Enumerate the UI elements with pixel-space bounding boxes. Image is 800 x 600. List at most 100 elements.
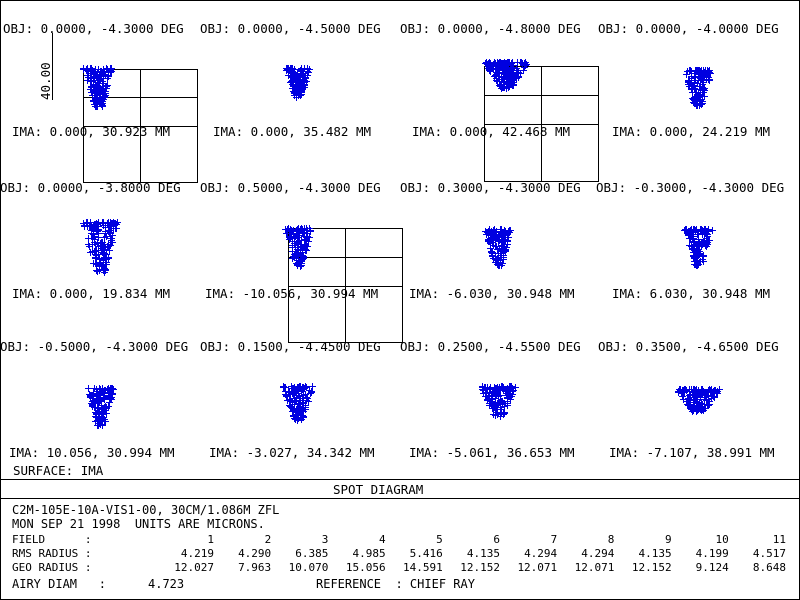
spot-cluster-5 <box>80 219 121 276</box>
field-10-ima: IMA: -3.027, 34.342 MM <box>209 445 375 460</box>
field-1-obj: OBJ: 0.0000, -4.3000 DEG <box>3 21 184 36</box>
geo-value: 15.056 <box>345 561 386 574</box>
field-number: 5 <box>436 533 443 546</box>
field-12-obj: OBJ: 0.3500, -4.6500 DEG <box>598 339 779 354</box>
field-number: 8 <box>607 533 615 546</box>
field-number: 6 <box>493 533 500 546</box>
grid-box-3 <box>288 228 403 343</box>
geo-value: 12.027 <box>174 561 214 574</box>
rms-value: 4.985 <box>352 547 386 560</box>
field-11-ima: IMA: -5.061, 36.653 MM <box>409 445 575 460</box>
rms-value: 4.294 <box>524 547 558 560</box>
rms-row-label: RMS RADIUS : <box>12 547 92 560</box>
geo-value: 14.591 <box>403 561 443 574</box>
spot-cluster-10 <box>280 383 316 424</box>
reference-label: REFERENCE : CHIEF RAY <box>316 577 475 591</box>
field-number: 2 <box>264 533 272 546</box>
field-9-ima: IMA: 10.056, 30.994 MM <box>9 445 175 460</box>
geo-value: 7.963 <box>238 561 272 574</box>
field-number: 12 <box>787 534 800 546</box>
spot-cluster-11 <box>479 383 519 420</box>
ray-marks <box>80 65 115 110</box>
info-line-2: MON SEP 21 1998 UNITS ARE MICRONS. <box>12 517 265 531</box>
ray-marks <box>683 67 714 109</box>
geo-value: 12.071 <box>517 561 558 574</box>
rms-value: 4.135 <box>466 547 500 560</box>
field-5-obj: OBJ: 0.0000, -3.8000 DEG <box>0 180 181 195</box>
field-11-obj: OBJ: 0.2500, -4.5500 DEG <box>400 339 581 354</box>
geo-value: 10.070 <box>288 561 329 574</box>
field-6-obj: OBJ: 0.5000, -4.3000 DEG <box>200 180 381 195</box>
field-8-ima: IMA: 6.030, 30.948 MM <box>612 286 770 301</box>
field-number: 3 <box>321 533 329 546</box>
surface-label: SURFACE: IMA <box>13 463 104 478</box>
ray-marks <box>283 65 313 101</box>
ray-marks <box>85 385 117 429</box>
field-4-obj: OBJ: 0.0000, -4.0000 DEG <box>598 21 779 36</box>
spot-cluster-9 <box>85 385 117 429</box>
field-number: 7 <box>550 533 558 546</box>
diagram-title: SPOT DIAGRAM <box>333 482 423 497</box>
field-number: 9 <box>664 533 672 546</box>
field-12-ima: IMA: -7.107, 38.991 MM <box>609 445 775 460</box>
field-number: 11 <box>772 533 786 546</box>
field-row-label: FIELD : <box>12 533 92 546</box>
rms-value: 4.294 <box>581 547 615 560</box>
rms-value: 5.416 <box>409 547 443 560</box>
spot-cluster-4 <box>683 67 714 109</box>
spot-cluster-6 <box>282 225 314 270</box>
field-2-ima: IMA: 0.000, 35.482 MM <box>213 124 371 139</box>
info-block: C2M-105E-10A-VIS1-00, 30CM/1.086M ZFL MO… <box>0 480 800 600</box>
field-10-obj: OBJ: 0.1500, -4.4500 DEG <box>200 339 381 354</box>
spot-cluster-12 <box>675 386 723 415</box>
airy-label: AIRY DIAM : <box>12 577 106 591</box>
ray-marks <box>280 383 316 424</box>
ray-marks <box>482 59 530 92</box>
field-8-obj: OBJ: -0.3000, -4.3000 DEG <box>596 180 784 195</box>
airy-value: 4.723 <box>148 577 185 591</box>
geo-value: 9.124 <box>695 561 729 574</box>
rms-value: 4.199 <box>695 547 729 560</box>
spot-cluster-2 <box>283 65 313 101</box>
ray-marks <box>282 225 314 270</box>
ray-marks <box>482 226 514 269</box>
info-line-1: C2M-105E-10A-VIS1-00, 30CM/1.086M ZFL <box>12 503 280 517</box>
rms-value: 4.517 <box>752 547 786 560</box>
field-number: 10 <box>715 533 729 546</box>
spot-cluster-8 <box>681 226 716 269</box>
rms-value: 4.977 <box>787 548 800 560</box>
rms-value: 4.290 <box>238 547 272 560</box>
field-number: 1 <box>207 533 214 546</box>
field-3-ima: IMA: 0.000, 42.468 MM <box>412 124 570 139</box>
grid-box-2 <box>484 66 599 182</box>
ray-marks <box>479 383 519 420</box>
field-7-obj: OBJ: 0.3000, -4.3000 DEG <box>400 180 581 195</box>
field-5-ima: IMA: 0.000, 19.834 MM <box>12 286 170 301</box>
spot-cluster-7 <box>482 226 514 269</box>
field-6-ima: IMA: -10.056, 30.994 MM <box>205 286 378 301</box>
geo-value: 12.152 <box>460 561 500 574</box>
spot-clusters <box>80 59 723 429</box>
ray-marks <box>681 226 716 269</box>
ray-marks <box>80 219 121 276</box>
field-4-ima: IMA: 0.000, 24.219 MM <box>612 124 770 139</box>
spot-cluster-3 <box>482 59 530 92</box>
spot-cluster-1 <box>80 65 115 110</box>
scale-label: 40.00 <box>38 62 53 100</box>
geo-value: 8.648 <box>752 561 786 574</box>
rms-value: 6.385 <box>295 547 329 560</box>
field-9-obj: OBJ: -0.5000, -4.3000 DEG <box>0 339 188 354</box>
geo-value: 12.071 <box>574 561 615 574</box>
ray-marks <box>675 386 723 415</box>
field-1-ima: IMA: 0.000, 30.923 MM <box>12 124 170 139</box>
field-3-obj: OBJ: 0.0000, -4.8000 DEG <box>400 21 581 36</box>
rms-value: 4.219 <box>180 547 214 560</box>
geo-value: 12.152 <box>631 561 672 574</box>
geo-value: 9.966 <box>787 562 800 574</box>
field-number: 4 <box>378 533 386 546</box>
field-2-obj: OBJ: 0.0000, -4.5000 DEG <box>200 21 381 36</box>
rms-value: 4.135 <box>638 547 672 560</box>
field-7-ima: IMA: -6.030, 30.948 MM <box>409 286 575 301</box>
